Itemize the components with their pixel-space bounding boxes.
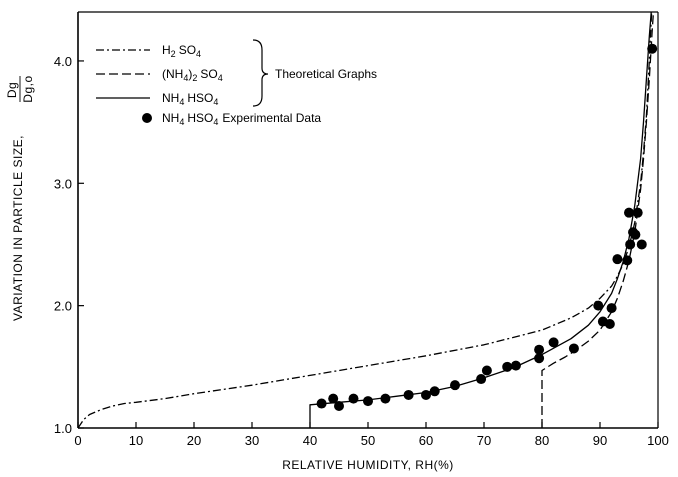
y-tick-label: 4.0 <box>54 54 72 69</box>
legend-nh4hso4-sub1: 4 <box>179 97 184 107</box>
data-point <box>606 303 617 314</box>
legend-label-nh42so4: (NH4)2 SO4 <box>162 67 223 83</box>
data-point <box>630 229 641 240</box>
x-tick-label: 30 <box>245 433 259 448</box>
y-axis-fraction-denominator: Dg,o <box>21 75 35 102</box>
legend-marker-dot <box>142 113 152 123</box>
legend-brace-label: Theoretical Graphs <box>275 67 377 81</box>
legend-exp-main: NH <box>162 111 179 125</box>
x-tick-label: 90 <box>593 433 607 448</box>
x-tick-label: 20 <box>187 433 201 448</box>
x-axis-title: RELATIVE HUMIDITY, RH(%) <box>282 458 454 472</box>
data-point <box>568 343 579 354</box>
legend-h2so4-sub1: 2 <box>171 49 176 59</box>
data-point <box>632 207 643 218</box>
data-point <box>429 386 440 397</box>
data-point <box>481 365 492 376</box>
data-point <box>636 239 647 250</box>
x-tick-label: 10 <box>129 433 143 448</box>
data-point <box>534 344 545 355</box>
legend-label-experimental: NH4 HSO4 Experimental Data <box>162 111 321 127</box>
legend-exp-tail: HSO <box>187 111 213 125</box>
data-point <box>502 361 513 372</box>
x-tick-label: 80 <box>535 433 549 448</box>
data-point <box>625 239 636 250</box>
y-ticks: 1.0 2.0 3.0 4.0 <box>54 54 84 436</box>
data-point <box>421 389 431 400</box>
data-point <box>450 380 460 391</box>
x-tick-label: 100 <box>647 433 669 448</box>
data-point <box>363 396 373 407</box>
y-tick-label: 3.0 <box>54 176 72 191</box>
legend-h2so4-sub2: 4 <box>196 49 201 59</box>
x-tick-label: 70 <box>477 433 491 448</box>
data-point <box>612 254 623 265</box>
legend-label-nh4hso4: NH4 HSO4 <box>162 91 218 107</box>
data-point <box>647 43 658 54</box>
x-tick-label: 60 <box>419 433 433 448</box>
data-point <box>348 393 359 404</box>
data-point <box>604 319 615 329</box>
data-point <box>403 389 414 400</box>
legend-exp-tail2: Experimental Data <box>222 111 321 125</box>
data-point <box>476 374 487 385</box>
legend-nh42so4-tail: ) <box>188 67 192 81</box>
data-point <box>622 255 633 266</box>
legend-nh4hso4-tail: HSO <box>187 91 213 105</box>
legend-item-h2so4: H2 SO4 <box>96 43 201 59</box>
data-point <box>593 300 604 311</box>
x-tick-label: 40 <box>303 433 317 448</box>
data-point <box>380 393 391 404</box>
legend-nh42so4-sub1: 4 <box>183 73 188 83</box>
legend-h2so4-tail: SO <box>179 43 196 57</box>
data-point <box>548 337 559 348</box>
x-ticks: 0 10 20 30 40 50 60 70 80 90 100 <box>74 422 669 448</box>
x-tick-label: 0 <box>74 433 81 448</box>
data-point <box>534 353 545 364</box>
legend-exp-sub2: 4 <box>213 117 218 127</box>
data-point <box>334 400 344 411</box>
y-tick-label: 1.0 <box>54 421 72 436</box>
data-point <box>624 207 634 218</box>
y-axis-fraction-numerator: Dg <box>5 82 19 98</box>
legend-nh42so4-tail2: SO <box>200 67 217 81</box>
x-tick-label: 50 <box>361 433 375 448</box>
legend-nh42so4-sub2: 2 <box>192 73 197 83</box>
data-point <box>316 398 327 409</box>
legend-nh42so4-main: (NH <box>162 67 183 81</box>
legend-item-experimental: NH4 HSO4 Experimental Data <box>142 111 321 127</box>
legend-nh42so4-sub3: 4 <box>218 73 223 83</box>
legend-label-h2so4: H2 SO4 <box>162 43 201 59</box>
series-line-solid <box>309 12 652 428</box>
data-point <box>328 393 339 404</box>
series-layer <box>78 12 658 428</box>
data-point <box>510 360 521 371</box>
series-line-dashed <box>541 12 655 428</box>
legend-brace <box>252 39 269 107</box>
y-axis-title-text: VARIATION IN PARTICLE SIZE, <box>11 135 25 321</box>
legend-exp-sub1: 4 <box>179 117 184 127</box>
series-line-dashdot <box>78 12 653 428</box>
legend-item-nh42so4: (NH4)2 SO4 <box>96 67 223 83</box>
legend-nh4hso4-sub2: 4 <box>213 97 218 107</box>
y-tick-label: 2.0 <box>54 299 72 314</box>
legend: H2 SO4 (NH4)2 SO4 NH4 HSO4 NH4 HSO4 Experimen… <box>96 39 377 127</box>
legend-item-nh4hso4: NH4 HSO4 <box>96 91 218 107</box>
legend-nh4hso4-main: NH <box>162 91 179 105</box>
y-axis-title: VARIATION IN PARTICLE SIZE, Dg Dg,o <box>5 75 35 321</box>
legend-h2so4-main: H <box>162 43 171 57</box>
